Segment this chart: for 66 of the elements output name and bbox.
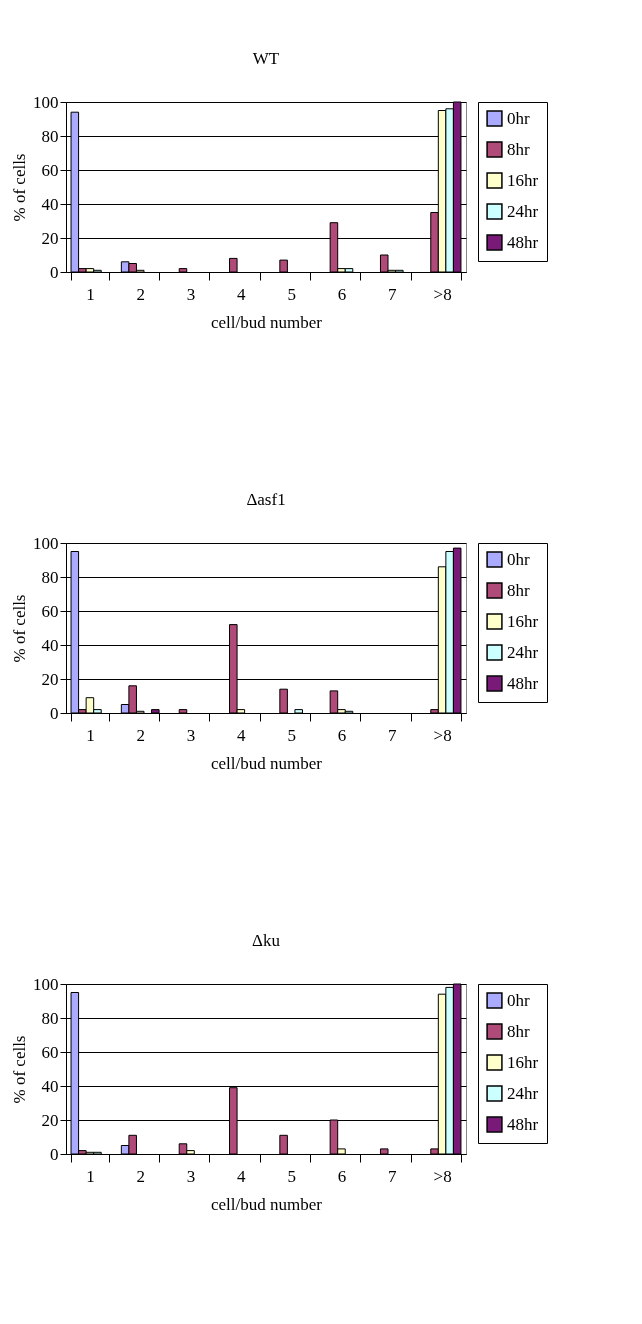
x-tick-label: 1 xyxy=(86,725,95,745)
y-tick-label: 40 xyxy=(41,635,59,655)
x-tick-label: 3 xyxy=(186,1166,196,1186)
x-tick-label: 3 xyxy=(186,284,196,304)
y-tick-label: 80 xyxy=(41,1008,59,1028)
legend-label: 8hr xyxy=(507,139,530,159)
y-tick-label: 100 xyxy=(33,92,59,112)
legend-label: 8hr xyxy=(507,580,530,600)
legend-label: 48hr xyxy=(507,673,539,693)
x-tick-label: 6 xyxy=(337,284,347,304)
legend-label: 24hr xyxy=(507,1083,539,1103)
y-axis-title: % of cells xyxy=(10,1035,29,1104)
x-tick-label: 4 xyxy=(237,284,247,304)
y-tick-label: 80 xyxy=(41,567,59,587)
y-tick-label: 60 xyxy=(41,1042,59,1062)
chart-title: WT xyxy=(252,49,280,68)
y-tick-label: 0 xyxy=(50,262,59,282)
y-tick-label: 20 xyxy=(41,669,59,689)
legend-label: 24hr xyxy=(507,642,539,662)
x-tick-label: 5 xyxy=(287,284,296,304)
y-tick-label: 100 xyxy=(33,974,59,994)
legend-label: 48hr xyxy=(507,232,539,252)
legend-label: 24hr xyxy=(507,201,539,221)
x-tick-label: >8 xyxy=(433,1166,452,1186)
x-tick-label: 6 xyxy=(337,725,347,745)
x-tick-label: 5 xyxy=(287,1166,296,1186)
legend-label: 48hr xyxy=(507,1114,539,1134)
y-tick-label: 20 xyxy=(41,228,59,248)
x-tick-label: 2 xyxy=(136,284,145,304)
legend-label: 16hr xyxy=(507,170,539,190)
x-tick-label: >8 xyxy=(433,284,452,304)
y-tick-label: 40 xyxy=(41,1076,59,1096)
legend-label: 16hr xyxy=(507,611,539,631)
legend-label: 16hr xyxy=(507,1052,539,1072)
legend-label: 0hr xyxy=(507,990,530,1010)
y-tick-label: 20 xyxy=(41,1110,59,1130)
x-tick-label: 3 xyxy=(186,725,196,745)
y-tick-label: 100 xyxy=(33,533,59,553)
x-tick-label: 6 xyxy=(337,1166,347,1186)
y-tick-label: 40 xyxy=(41,194,59,214)
y-axis-title: % of cells xyxy=(10,153,29,222)
x-axis-title: cell/bud number xyxy=(211,312,323,332)
y-tick-label: 80 xyxy=(41,126,59,146)
x-tick-label: 2 xyxy=(136,1166,145,1186)
x-tick-label: 4 xyxy=(237,1166,247,1186)
chart-title: Δku xyxy=(252,931,281,950)
y-axis-title: % of cells xyxy=(10,594,29,663)
y-tick-label: 60 xyxy=(41,601,59,621)
legend-label: 8hr xyxy=(507,1021,530,1041)
legend-label: 0hr xyxy=(507,108,530,128)
x-tick-label: 4 xyxy=(237,725,247,745)
chart-title: Δasf1 xyxy=(246,490,286,509)
x-tick-label: 1 xyxy=(86,284,95,304)
x-tick-label: >8 xyxy=(433,725,452,745)
y-tick-label: 0 xyxy=(50,703,59,723)
y-tick-label: 0 xyxy=(50,1144,59,1164)
legend-label: 0hr xyxy=(507,549,530,569)
x-tick-label: 2 xyxy=(136,725,145,745)
x-tick-label: 5 xyxy=(287,725,296,745)
x-tick-label: 7 xyxy=(388,725,398,745)
x-tick-label: 1 xyxy=(86,1166,95,1186)
x-axis-title: cell/bud number xyxy=(211,1194,323,1214)
x-axis-title: cell/bud number xyxy=(211,753,323,773)
x-tick-label: 7 xyxy=(388,284,398,304)
x-tick-label: 7 xyxy=(388,1166,398,1186)
y-tick-label: 60 xyxy=(41,160,59,180)
